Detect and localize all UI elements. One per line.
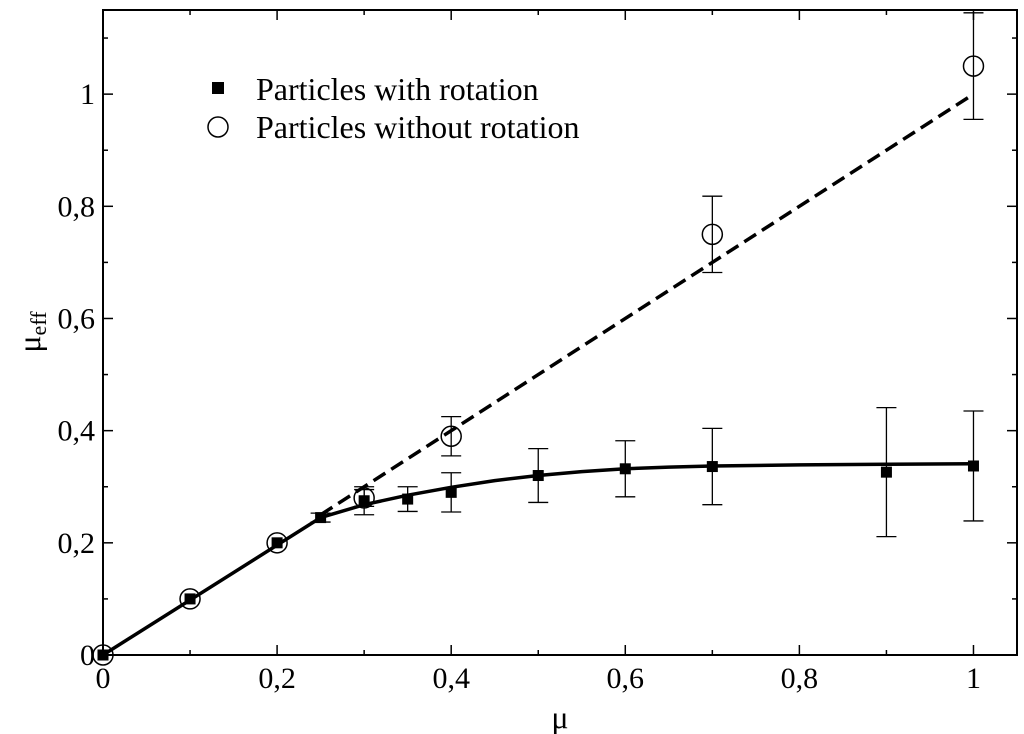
- data-point-without-rotation: [701, 223, 724, 246]
- data-point-without-rotation: [179, 588, 201, 610]
- data-point-without-rotation: [353, 487, 375, 509]
- plot-frame: [102, 9, 1018, 656]
- data-markers: [92, 55, 985, 666]
- x-axis-label: μ: [551, 699, 568, 734]
- data-point-with-rotation: [97, 649, 109, 661]
- y-axis-label: μeff: [11, 311, 51, 353]
- legend-label-with-rotation: Particles with rotation: [256, 71, 539, 107]
- data-point-with-rotation: [315, 512, 327, 524]
- data-point-with-rotation: [358, 495, 370, 507]
- data-point-with-rotation: [619, 463, 631, 475]
- data-point-without-rotation: [962, 55, 985, 77]
- ticks-layer: 0 0,2 0,4 0,6 0,8 1 0 0,2 0,4 0,6 0,8 1: [58, 10, 1017, 695]
- svg-text:μeff: μeff: [11, 311, 51, 353]
- data-point-with-rotation: [706, 461, 718, 473]
- y-tick-label: 0,2: [58, 527, 96, 560]
- fit-without-rotation-line: [319, 92, 975, 517]
- data-point-with-rotation: [445, 486, 457, 498]
- y-axis-label-main: μ: [11, 335, 47, 352]
- y-axis-label-subscript: eff: [26, 311, 51, 336]
- legend-marker-with-rotation: [212, 82, 224, 94]
- y-tick-label: 0,4: [58, 415, 96, 448]
- x-tick-label: 0,6: [607, 662, 645, 695]
- x-tick-label: 0,4: [432, 662, 470, 695]
- fit-with-rotation-line: [102, 461, 974, 657]
- legend: Particles with rotation Particles withou…: [207, 71, 580, 145]
- x-tick-label: 0: [96, 662, 111, 695]
- x-tick-label: 0,8: [781, 662, 819, 695]
- y-tick-label: 0,6: [58, 302, 96, 335]
- data-point-without-rotation: [92, 644, 114, 666]
- legend-marker-without-rotation: [207, 116, 229, 138]
- data-point-with-rotation: [402, 493, 414, 505]
- data-point-with-rotation: [532, 470, 544, 482]
- data-point-without-rotation: [266, 532, 288, 554]
- data-point-with-rotation: [184, 593, 196, 605]
- data-point-without-rotation: [440, 425, 462, 448]
- x-tick-label: 1: [966, 662, 981, 695]
- data-point-with-rotation: [880, 466, 892, 478]
- data-point-with-rotation: [967, 460, 979, 472]
- y-tick-label: 0: [80, 639, 95, 672]
- data-point-with-rotation: [271, 537, 283, 549]
- y-tick-label: 0,8: [58, 190, 96, 223]
- y-tick-label: 1: [80, 78, 95, 111]
- x-tick-label: 0,2: [258, 662, 296, 695]
- legend-label-without-rotation: Particles without rotation: [256, 109, 580, 145]
- fit-lines: [102, 92, 975, 657]
